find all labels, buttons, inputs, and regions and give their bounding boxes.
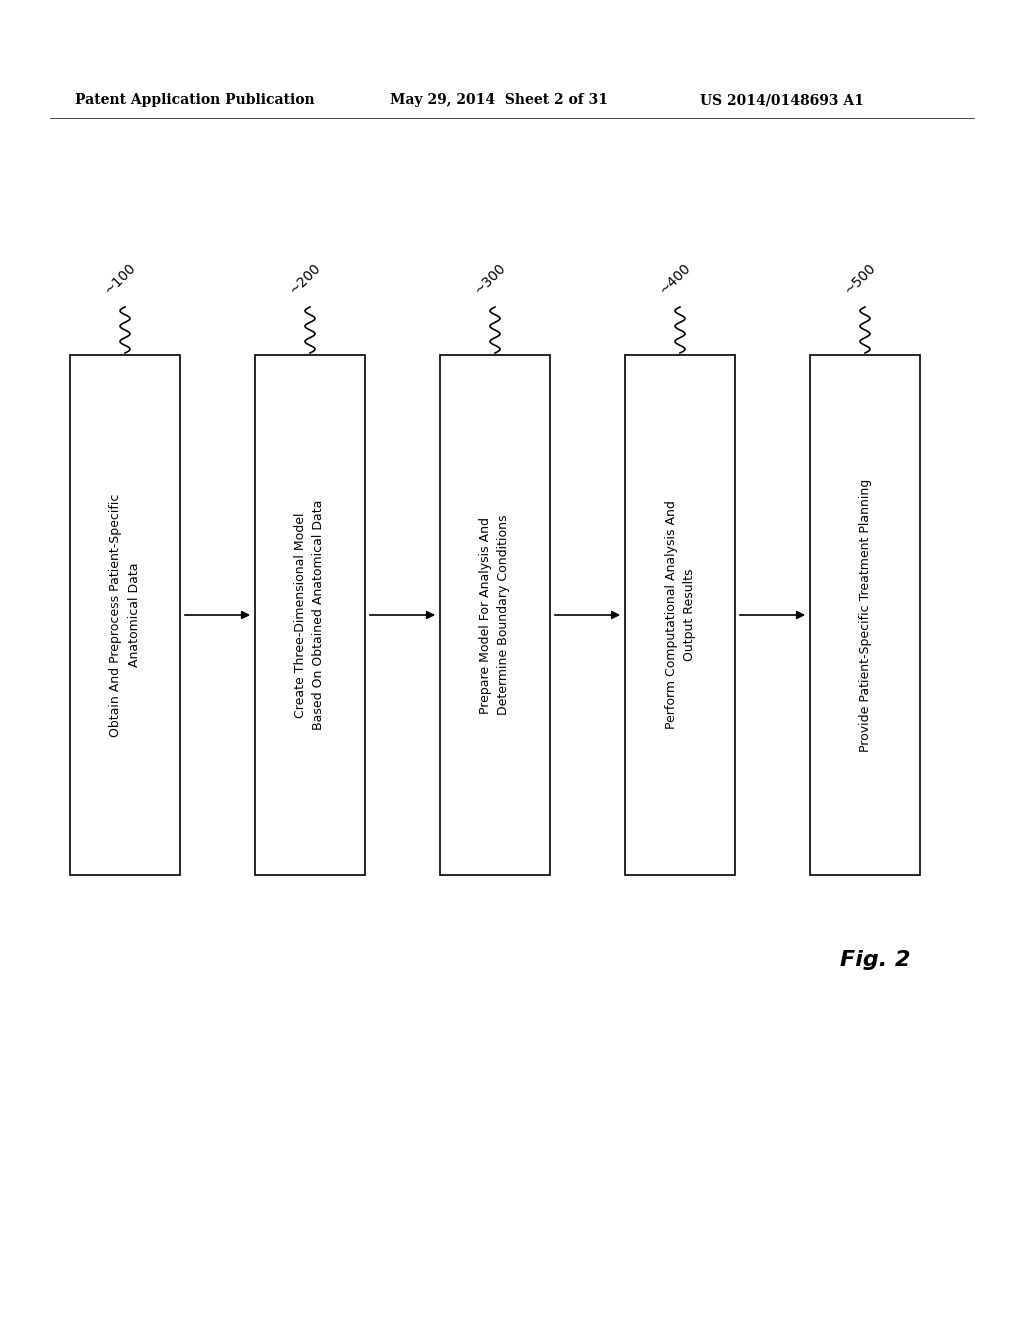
Bar xyxy=(625,355,735,875)
Text: Fig. 2: Fig. 2 xyxy=(840,950,910,970)
Text: Provide Patient-Specific Treatment Planning: Provide Patient-Specific Treatment Plann… xyxy=(858,478,871,751)
Text: Prepare Model For Analysis And
Determine Boundary Conditions: Prepare Model For Analysis And Determine… xyxy=(479,515,511,715)
Text: ~500: ~500 xyxy=(842,260,879,297)
Text: Create Three-Dimensional Model
Based On Obtained Anatomical Data: Create Three-Dimensional Model Based On … xyxy=(295,500,326,730)
Text: Obtain And Preprocess Patient-Specific
Anatomical Data: Obtain And Preprocess Patient-Specific A… xyxy=(110,494,140,737)
Text: Patent Application Publication: Patent Application Publication xyxy=(75,92,314,107)
Text: ~200: ~200 xyxy=(287,260,324,297)
Text: ~300: ~300 xyxy=(472,260,508,297)
Bar xyxy=(70,355,180,875)
Bar xyxy=(810,355,920,875)
Text: ~400: ~400 xyxy=(656,260,693,297)
Text: May 29, 2014  Sheet 2 of 31: May 29, 2014 Sheet 2 of 31 xyxy=(390,92,608,107)
Bar xyxy=(440,355,550,875)
Text: ~100: ~100 xyxy=(101,260,138,297)
Bar xyxy=(255,355,365,875)
Text: Perform Computational Analysis And
Output Results: Perform Computational Analysis And Outpu… xyxy=(665,500,695,730)
Text: US 2014/0148693 A1: US 2014/0148693 A1 xyxy=(700,92,864,107)
